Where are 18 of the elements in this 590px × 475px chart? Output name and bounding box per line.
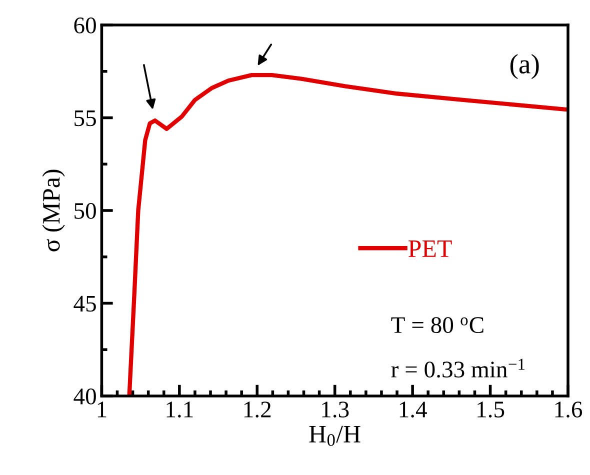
x-tick-label: 1.1 <box>166 402 193 418</box>
x-tick-label: 1.3 <box>322 402 349 418</box>
y-tick-label: 60 <box>74 17 96 34</box>
x-tick-label: 1.6 <box>555 402 582 418</box>
x-tick-label: 1.5 <box>478 402 504 418</box>
y-tick-label: 40 <box>74 388 96 404</box>
annotation: (a) <box>510 54 539 80</box>
legend-label: PET <box>408 240 452 257</box>
annotation: r = 0.33 min$^{−1}$ <box>391 358 525 378</box>
annotation: T = 80 $^{o}$C <box>391 317 484 334</box>
x-axis-title: H$_{0}$/H <box>309 426 360 446</box>
y-tick-label: 55 <box>74 110 96 126</box>
x-tick-label: 1 <box>98 402 106 418</box>
y-axis-title: σ (MPa) <box>42 170 65 252</box>
x-tick-label: 1.4 <box>400 402 427 418</box>
y-tick-label: 45 <box>74 296 96 312</box>
x-tick-label: 1.2 <box>244 402 271 418</box>
y-tick-label: 50 <box>74 202 96 219</box>
